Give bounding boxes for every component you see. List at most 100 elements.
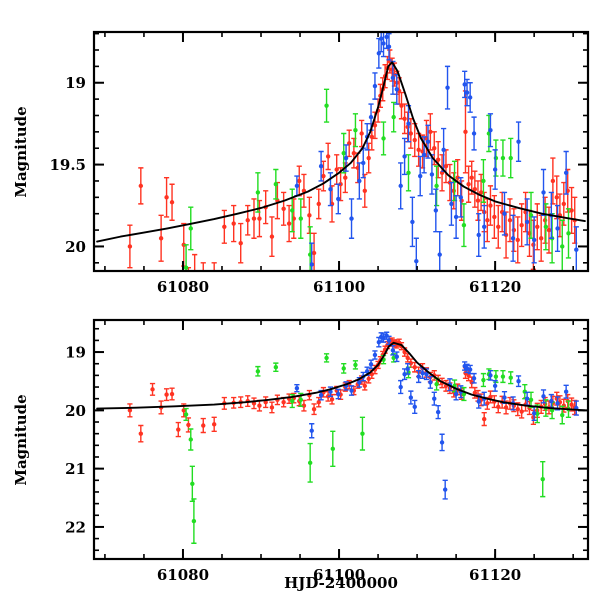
data-point [169,200,175,205]
y-tick-label: 22 [65,518,86,536]
data-point [294,183,300,189]
model-fit-curve [96,341,586,412]
data-point [542,218,548,223]
data-point [463,129,468,135]
data-point [359,131,364,136]
data-point [183,412,189,417]
data-point [451,188,456,193]
data-point [372,123,378,128]
data-point [138,183,144,189]
data-point [341,366,346,371]
data-point [318,164,324,169]
data-point [540,476,545,482]
error-bar [200,262,206,271]
data-point [492,383,498,389]
data-point [488,373,493,378]
data-point [307,460,313,466]
data-point [462,82,467,87]
data-point [408,131,414,136]
data-point [298,397,304,403]
data-point [386,44,392,49]
data-point [500,155,506,161]
data-point [311,406,317,412]
data-point [408,395,414,400]
data-point [368,362,374,367]
data-point [269,405,275,410]
data-point [502,395,507,400]
data-point [500,374,506,379]
data-point [508,375,513,380]
data-point [416,147,421,153]
data-point [390,348,396,353]
data-point [297,178,302,184]
data-point [294,386,300,391]
data-point [461,222,467,228]
data-point [503,405,509,410]
data-point [510,236,516,241]
data-point [390,75,396,81]
data-point [574,247,579,252]
data-point [406,121,411,126]
data-point [485,218,490,223]
data-point [286,221,292,226]
data-point [325,154,331,159]
data-point [496,404,501,410]
error-bar [192,253,198,271]
data-point [188,226,193,231]
data-point [458,195,463,200]
data-point [330,446,336,452]
data-point [191,518,197,524]
model-fit-curve [96,61,586,243]
data-point [183,265,189,270]
data-point [519,409,524,414]
data-point [257,216,262,221]
data-point [398,384,403,390]
data-point [449,201,454,207]
data-point [475,198,481,203]
data-point [176,427,181,432]
data-point [324,103,329,108]
data-point [245,218,250,223]
data-point [343,175,348,180]
data-point [560,244,565,249]
data-point [412,404,417,410]
data-point [471,131,477,136]
data-point [357,178,362,184]
data-point [336,391,341,397]
data-point [343,155,349,161]
top-panel: 61080 61100 61120 19 19.5 20 [49,30,590,296]
data-point [488,128,493,133]
data-point [531,242,536,248]
data-point [412,365,417,370]
data-point [524,219,530,225]
data-point [437,252,442,257]
data-point [455,175,460,180]
series-green-band [183,88,572,271]
data-point [127,244,133,249]
data-point [528,397,534,403]
data-point [524,396,530,401]
data-point [336,196,341,202]
data-point [493,374,499,379]
series-blue-band [294,331,579,500]
data-point [482,416,487,422]
plot-area-bottom [96,331,586,544]
data-point [349,388,354,393]
x-tick-label: 61100 [313,278,365,296]
data-point [434,183,439,189]
data-point [560,412,565,418]
data-point [353,128,358,133]
data-point [384,34,389,40]
data-point [531,411,537,416]
data-point [541,394,546,399]
data-point [443,164,449,169]
data-point [469,175,474,180]
data-point [281,206,286,211]
y-axis-label-bottom: Magnitude [12,394,30,485]
data-point [238,240,243,246]
data-point [290,208,295,213]
data-point [434,381,439,387]
data-point [405,366,410,372]
data-point [251,216,257,221]
data-point [316,201,321,207]
